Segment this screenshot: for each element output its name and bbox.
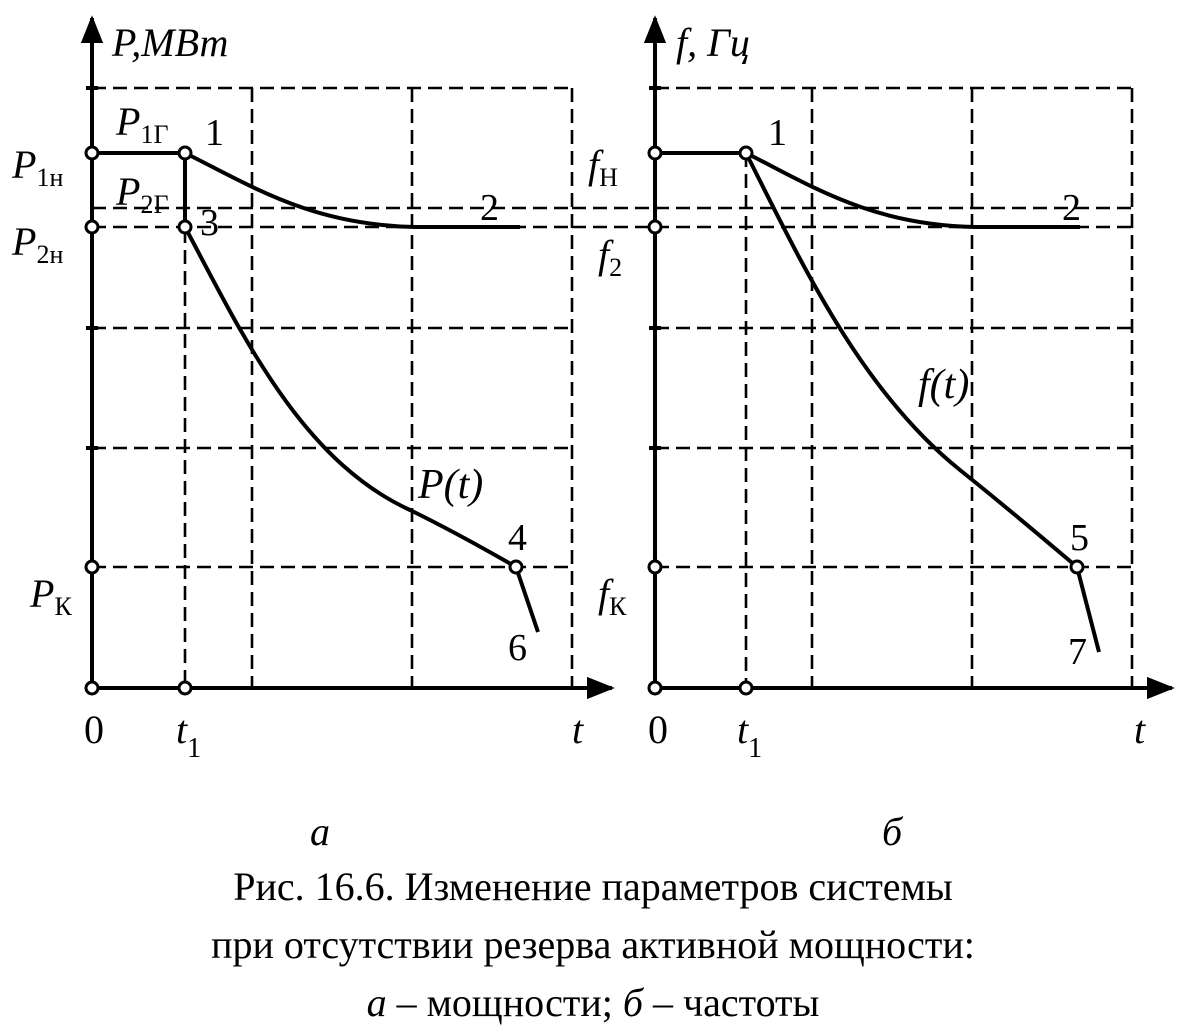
panel-a-curve-4-6 [514, 566, 540, 633]
panel-b-point-1: 1 [768, 112, 787, 154]
panel-a-ticks [86, 86, 98, 450]
panel-a-point-2: 2 [480, 187, 499, 229]
panel-b-x-axis-label: t [1134, 707, 1146, 752]
panel-b-frequency: f, Гц t 0 t1 fН f2 fК f(t) 1 2 5 7 [572, 15, 1175, 764]
panel-a-point-3: 3 [200, 202, 219, 244]
panel-a-t1-label: t1 [176, 707, 201, 764]
panel-a-point-4: 4 [508, 517, 527, 559]
caption-end: – частоты [643, 980, 820, 1025]
panel-a-y-axis-label: P,МВт [111, 20, 228, 65]
panel-a-point-6: 6 [508, 627, 527, 669]
label-fn: fН [588, 142, 618, 192]
caption-mid: – мощности; [386, 980, 623, 1025]
panel-b-curve-5-7 [1075, 566, 1101, 653]
panel-b-y-axis-label: f, Гц [676, 20, 750, 65]
panel-a-point-1: 1 [205, 112, 224, 154]
panel-b-ticks [649, 86, 661, 450]
panel-b-curve-label: f(t) [918, 362, 969, 408]
panel-a-letter: а [310, 809, 330, 854]
caption-letter-a: а [366, 980, 387, 1025]
panel-b-origin-label: 0 [648, 707, 668, 752]
caption-letter-b: б [622, 980, 643, 1025]
panel-b-point-7: 7 [1068, 631, 1087, 673]
panel-a-x-axis-label: t [572, 707, 584, 752]
panel-b-points [647, 145, 1085, 696]
panel-b-curve-1-2 [745, 151, 1080, 229]
figure-caption-line-3: а – мощности; б – частоты [0, 974, 1186, 1032]
label-fk: fК [598, 571, 627, 621]
panel-b-point-5: 5 [1070, 517, 1089, 559]
panel-a-curve-p-t [183, 226, 517, 569]
panel-b-point-2: 2 [1062, 187, 1081, 229]
label-p1g: P1Г [115, 99, 168, 149]
label-p1n: P1н [11, 142, 63, 192]
panel-a-grid [92, 86, 574, 688]
panel-b-curve-f-t [744, 152, 1079, 569]
label-f2: f2 [598, 232, 622, 282]
panel-a-points [84, 145, 524, 696]
panel-b-grid [572, 86, 1134, 688]
panel-a-curve-1-2 [184, 151, 520, 229]
label-p2g: P2Г [115, 169, 168, 219]
panel-b-t1-label: t1 [737, 707, 762, 764]
figure-caption-line-2: при отсутствии резерва активной мощности… [211, 922, 975, 967]
label-pk: PК [29, 571, 72, 621]
panel-b-letter: б [882, 809, 903, 854]
label-p2n: P2н [11, 219, 63, 269]
figure-caption-line-1: Рис. 16.6. Изменение параметров системы [233, 864, 953, 909]
panel-a-curve-label: P(t) [417, 462, 483, 508]
panel-a-origin-label: 0 [84, 707, 104, 752]
panel-a-power: P,МВт t 0 t1 P1н P2н PК P1Г P2Г P(t) 1 2… [11, 15, 615, 764]
